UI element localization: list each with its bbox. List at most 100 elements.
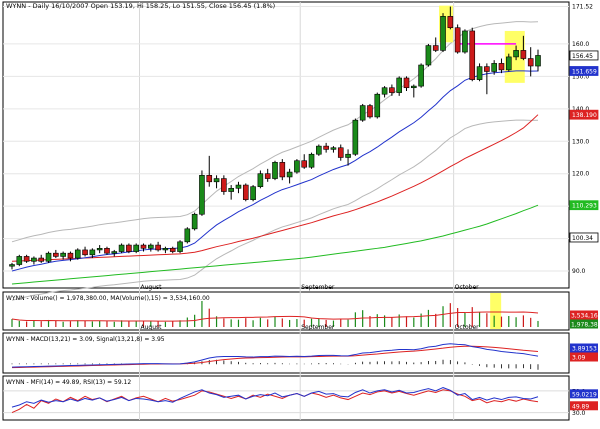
macd-title: WYNN - MACD(13,21) = 3.09, Signal(13,21,…	[6, 336, 165, 343]
candle-body	[535, 55, 541, 67]
candle-body	[213, 178, 220, 183]
candle-body	[367, 105, 373, 118]
candle-body	[491, 63, 497, 72]
month-label: October	[455, 284, 480, 291]
price-tag-label: 151.659	[572, 68, 597, 75]
candle-body	[469, 30, 476, 80]
macd-tag-box	[570, 352, 598, 362]
candle-body	[53, 252, 59, 257]
candle-body	[31, 257, 37, 262]
price-tag-box	[569, 50, 599, 61]
volume-tag-label: 3,534,160	[571, 313, 600, 320]
macd-tag-box	[570, 343, 598, 353]
macd-tag-label: 3.09	[572, 355, 586, 362]
vol-panel-frame	[2, 291, 570, 331]
candle-body	[155, 244, 161, 251]
month-label: September	[301, 324, 335, 331]
candle-body	[38, 257, 45, 262]
price-panel-frame	[2, 1, 570, 289]
price-tick-label: 90.0	[572, 268, 586, 275]
price-tick-label: 160.0	[572, 41, 589, 48]
candle-body	[316, 145, 322, 155]
price-tick-label: 171.52	[572, 4, 593, 11]
candle-body	[330, 147, 337, 150]
candle-body	[520, 50, 527, 59]
candle-body	[301, 160, 308, 168]
price-tick-label: 140.0	[572, 106, 589, 113]
candle-body	[16, 256, 23, 265]
candle-body	[126, 244, 132, 252]
price-tick-label: 150.0	[572, 73, 589, 80]
price-tag-box	[569, 232, 599, 243]
candle-body	[96, 248, 103, 251]
candle-body	[140, 244, 147, 249]
candle-body	[74, 249, 81, 259]
candle-body	[279, 162, 286, 178]
candle-body	[221, 178, 227, 192]
upper-envelope-line	[11, 21, 539, 243]
candle-body	[89, 249, 96, 256]
candle-body	[425, 45, 432, 66]
candle-body	[389, 87, 395, 93]
candle-body	[206, 175, 213, 183]
volume-ma-line	[11, 311, 539, 322]
candle-body	[45, 252, 52, 262]
volume-tag-box	[570, 310, 598, 320]
volume-title: WYNN - Volume() = 1,978,380.00, MA(Volum…	[6, 295, 210, 302]
candle-body	[133, 244, 139, 252]
candle-body	[323, 145, 329, 150]
oscillator-tag-box	[570, 401, 598, 411]
price-tag-box	[569, 109, 599, 120]
candle-body	[23, 256, 30, 262]
candle-body	[257, 173, 264, 187]
candle-body	[162, 248, 169, 251]
candle-body	[294, 160, 300, 173]
macd-line	[11, 343, 539, 368]
candle-body	[308, 153, 315, 168]
price-tag-box	[569, 200, 599, 211]
candle-body	[9, 264, 15, 267]
candle-body	[250, 186, 256, 200]
candle-body	[67, 252, 74, 259]
candle-body	[177, 241, 183, 252]
candle-body	[513, 50, 519, 58]
candle-body	[396, 77, 402, 93]
candle-body	[498, 63, 505, 71]
candle-body	[418, 64, 424, 87]
oscillator-title: WYNN - MFI(14) = 49.89, RSI(13) = 59.12	[6, 379, 131, 386]
candle-body	[440, 16, 446, 51]
month-label: August	[141, 284, 163, 291]
candle-body	[242, 184, 249, 200]
candle-body	[411, 85, 417, 89]
candle-body	[228, 187, 234, 192]
price-tag-label: 110.293	[572, 203, 597, 210]
oscillator-tag-box	[570, 389, 598, 399]
ma-200-line	[11, 204, 539, 285]
candle-body	[527, 58, 534, 67]
candle-body	[104, 248, 110, 254]
candle-body	[60, 252, 66, 257]
oscillator-tag-label: 59.0219	[572, 391, 597, 398]
ma-long-line	[11, 114, 539, 262]
price-tag-label: 156.45	[572, 53, 593, 60]
candle-body	[352, 119, 359, 155]
candle-body	[381, 87, 388, 95]
highlight-box	[490, 293, 502, 329]
rsi-line	[11, 387, 539, 408]
candle-body	[235, 184, 242, 189]
month-label: September	[301, 284, 335, 291]
oscillator-tick-label: 30.0	[572, 410, 586, 417]
candle-body	[272, 162, 278, 179]
oscillator-tag-label: 49.89	[572, 403, 589, 410]
candle-body	[337, 147, 344, 158]
candle-body	[169, 248, 176, 252]
candle-body	[191, 213, 198, 230]
price-tag-label: 138.190	[572, 112, 597, 119]
lower-envelope-line	[11, 119, 539, 301]
candle-body	[374, 93, 381, 118]
candle-body	[199, 175, 205, 215]
price-tag-label: 100.34	[572, 235, 593, 242]
candle-body	[454, 27, 461, 53]
macd-signal-line	[11, 345, 539, 369]
